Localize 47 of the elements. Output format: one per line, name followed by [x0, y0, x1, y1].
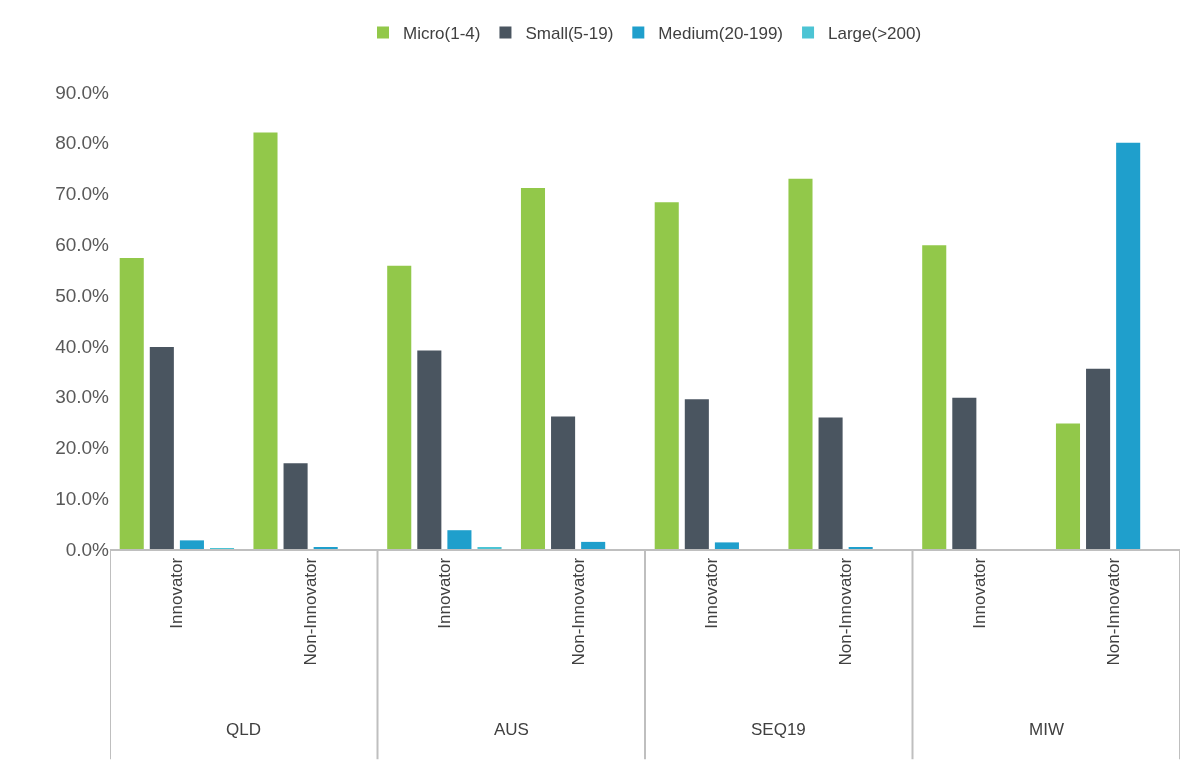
- bar: [447, 530, 472, 549]
- text: AUS: [494, 720, 529, 739]
- x-tick-label: Innovator: [434, 557, 454, 629]
- x-tick-label: Innovator: [702, 557, 722, 629]
- bar: [551, 416, 576, 549]
- y-tick-label: 40.0%: [55, 335, 110, 357]
- y-tick-label: 50.0%: [55, 284, 110, 306]
- y-tick-label: 20.0%: [55, 437, 110, 459]
- x-tick-label: Non-Innovator: [301, 557, 321, 666]
- y-tick-label: 90.0%: [55, 81, 110, 103]
- y-tick-label: 0.0%: [65, 538, 110, 560]
- x-tick-label: Non-Innovator: [568, 557, 588, 666]
- bar: [119, 258, 144, 549]
- text: QLD: [226, 720, 261, 739]
- bar: [1055, 423, 1081, 549]
- text: MIW: [1029, 720, 1064, 739]
- bar: [387, 265, 412, 549]
- bar: [179, 540, 204, 549]
- bar: [520, 187, 546, 549]
- bar: [952, 397, 977, 549]
- x-tick-label: Innovator: [167, 557, 187, 629]
- y-tick-label: 60.0%: [55, 233, 110, 255]
- bar: [1086, 368, 1111, 549]
- bar: [149, 346, 174, 549]
- bar: [283, 463, 308, 549]
- x-tick-label: Innovator: [969, 557, 989, 629]
- legend-label: Small(5-19): [525, 24, 614, 44]
- bar: [818, 417, 843, 549]
- bar: [654, 202, 679, 549]
- y-tick-label: 30.0%: [55, 386, 110, 408]
- text: SEQ19: [751, 720, 806, 739]
- legend-label: Medium(20-199): [658, 24, 784, 44]
- bar: [417, 350, 442, 549]
- bar: [684, 399, 709, 549]
- legend-label: Micro(1-4): [403, 24, 481, 44]
- y-tick-label: 10.0%: [55, 487, 110, 509]
- bar: [581, 541, 606, 549]
- y-tick-label: 70.0%: [55, 183, 110, 205]
- legend-label: Large(>200): [828, 24, 922, 44]
- y-tick-label: 80.0%: [55, 132, 110, 154]
- bar: [253, 132, 278, 549]
- bar: [1116, 142, 1141, 549]
- bar: [714, 542, 739, 549]
- x-tick-label: Non-Innovator: [836, 557, 856, 666]
- x-tick-label: Non-Innovator: [1103, 557, 1123, 666]
- bar: [922, 245, 947, 549]
- bar: [788, 178, 813, 549]
